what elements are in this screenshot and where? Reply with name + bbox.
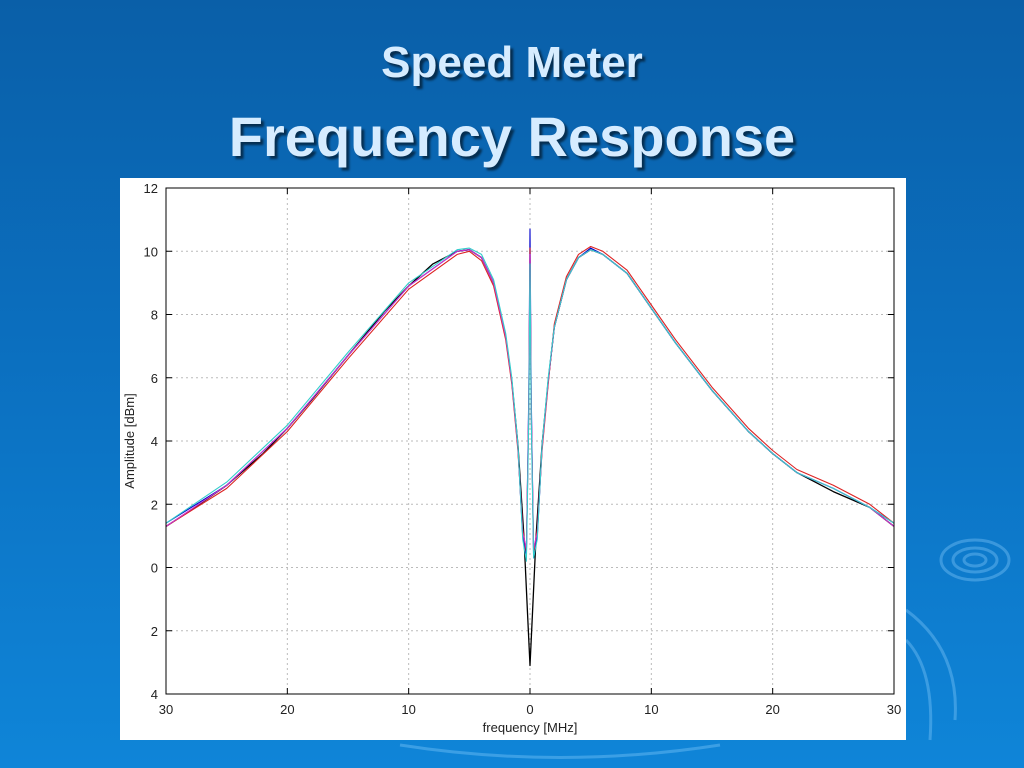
y-tick-label: 2: [151, 624, 158, 639]
slide-subtitle: Frequency Response: [228, 105, 796, 168]
y-tick-label: 6: [151, 371, 158, 386]
x-tick-label: 0: [526, 702, 533, 717]
x-axis-label: frequency [MHz]: [483, 720, 578, 735]
chart-panel: 30 20 10 0 10 20 30 4 2 0 2 4 6 8 10 12 frequency [MHz]…: [120, 178, 906, 740]
y-tick-label: 8: [151, 308, 158, 323]
x-tick-label: 20: [765, 702, 779, 717]
y-tick-label: 2: [151, 497, 158, 512]
x-tick-label: 30: [159, 702, 173, 717]
y-axis-label: Amplitude [dBm]: [122, 393, 137, 488]
x-tick-label: 10: [644, 702, 658, 717]
x-tick-label: 10: [401, 702, 415, 717]
series-layer: [165, 228, 895, 667]
y-tick-label: 4: [151, 687, 158, 702]
x-tick-label: 20: [280, 702, 294, 717]
y-tick-label: 4: [151, 434, 158, 449]
y-tick-label: 12: [144, 181, 158, 196]
slide-title: Speed Meter: [381, 38, 643, 87]
series-line: [165, 247, 895, 562]
y-tick-label: 0: [151, 561, 158, 576]
y-tick-label: 10: [144, 244, 158, 259]
grid-layer: [166, 188, 894, 694]
x-tick-label: 30: [887, 702, 901, 717]
